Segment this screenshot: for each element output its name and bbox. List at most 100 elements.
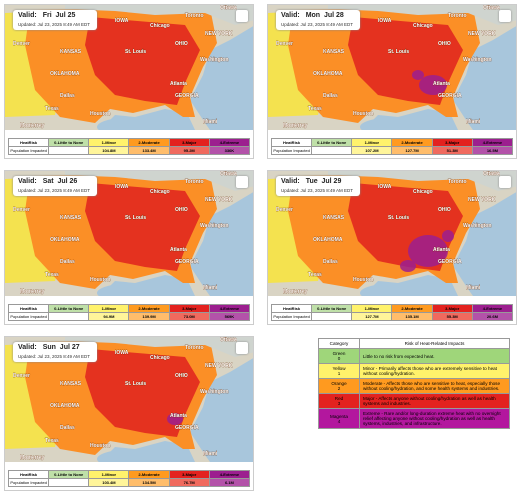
map-label: GEORGIA (438, 259, 462, 265)
blank-cell (311, 146, 353, 155)
layers-button[interactable] (499, 10, 511, 22)
population-value: 569K (208, 312, 251, 321)
map-label: Monterrey (20, 123, 44, 129)
map-label: OHIO (175, 41, 188, 47)
header-cell: 2-Moderate (391, 304, 433, 313)
header-cell: Risk of Heat-Related Impacts (359, 338, 510, 349)
map-label: Atlanta (170, 81, 187, 87)
legend-row: Magenta 4 Extreme - Rare and/or long-durat… (318, 408, 510, 429)
header-cell: HeatRisk (270, 138, 313, 147)
population-value: 103.4M (88, 478, 130, 487)
map-label: Washington (463, 223, 491, 229)
valid-label: Valid: (18, 344, 37, 351)
map-panel: NEBRASKAIOWAChicagoDenverKANSASSt. Louis… (267, 170, 517, 325)
population-value: 6.1M (208, 478, 251, 487)
valid-line: Valid: Sat Jul 26 (18, 178, 77, 185)
map-label: Toronto (185, 179, 204, 185)
legend-table: Category Risk of Heat-Related Impacts Gre… (318, 338, 510, 429)
population-value: 135.1M (391, 312, 433, 321)
header-cell: 4-Extreme (208, 470, 251, 479)
map-label: Chicago (150, 355, 170, 361)
map-label: GEORGIA (175, 259, 199, 265)
map-label: OHIO (175, 373, 188, 379)
map-label: Dallas (60, 93, 75, 99)
category-level: 4 (337, 418, 341, 424)
header-cell: 2-Moderate (128, 470, 170, 479)
valid-label: Valid: (281, 178, 300, 185)
map-label: Washington (463, 57, 491, 63)
canada (65, 337, 253, 357)
map-label: Toronto (448, 179, 467, 185)
map-label: St. Louis (125, 215, 146, 221)
heat-extreme (400, 260, 416, 272)
population-value: 133.4M (128, 146, 170, 155)
header-cell: 3-Major (168, 138, 210, 147)
header-cell: HeatRisk (7, 138, 50, 147)
risk-text: Major - Affects anyone without cooling/h… (359, 393, 510, 409)
heatrisk-table: HeatRisk 0-Little to None 1-Minor 2-Moderat… (270, 304, 514, 321)
legend-header: Category Risk of Heat-Related Impacts (318, 338, 510, 349)
header-row: HeatRisk 0-Little to None 1-Minor 2-Moderat… (7, 304, 251, 313)
header-cell: Category (318, 338, 360, 349)
valid-line: Valid: Mon Jul 28 (281, 12, 344, 19)
layers-button[interactable] (236, 176, 248, 188)
map-label: Houston (353, 111, 373, 117)
map-label: St. Louis (388, 49, 409, 55)
map-label: Houston (353, 277, 373, 283)
map-label: St. Louis (125, 49, 146, 55)
map-label: Toronto (448, 13, 467, 19)
map-label: GEORGIA (438, 93, 462, 99)
map-label: St. Louis (388, 215, 409, 221)
legend-row: Red 3 Major - Affects anyone without cooli… (318, 393, 510, 409)
heatrisk-table: HeatRisk 0-Little to None 1-Minor 2-Moderat… (270, 138, 514, 155)
canada (65, 171, 253, 191)
population-label: Population Impacted (7, 146, 50, 155)
layers-button[interactable] (499, 176, 511, 188)
category-cell: Red 3 (318, 393, 360, 409)
map-label: Toronto (185, 13, 204, 19)
layers-button[interactable] (236, 342, 248, 354)
map-label: NEW YORK (205, 197, 233, 203)
map: NEBRASKAIOWAChicagoDenverKANSASSt. Louis… (268, 5, 516, 158)
header-cell: 1-Minor (351, 138, 393, 147)
map-label: OKLAHOMA (313, 71, 343, 77)
map-label: Texas (308, 272, 322, 278)
header-cell: 4-Extreme (208, 304, 251, 313)
header-cell: 3-Major (431, 304, 473, 313)
population-value: 134.5M (128, 478, 170, 487)
map-label: Miami (203, 119, 218, 125)
heat-extreme (412, 70, 424, 80)
map-label: Denver (13, 41, 30, 47)
population-value: 55.3M (431, 312, 473, 321)
population-label: Population Impacted (270, 312, 313, 321)
heatrisk-table: HeatRisk 0-Little to None 1-Minor 2-Moderat… (7, 304, 251, 321)
map-label: Dallas (323, 259, 338, 265)
category-cell: Orange 2 (318, 378, 360, 394)
valid-label: Valid: (18, 178, 37, 185)
header-cell: 0-Little to None (311, 304, 353, 313)
valid-line: Valid: Tue Jul 29 (281, 178, 341, 185)
heat-major (85, 183, 200, 271)
map-label: Chicago (150, 189, 170, 195)
layers-button[interactable] (236, 10, 248, 22)
updated: Updated: Jul 23, 2025 8:49 AM EDT (18, 354, 91, 359)
category-level: 3 (337, 401, 341, 406)
map-label: Houston (90, 277, 110, 283)
category-name: Yellow (332, 366, 346, 371)
population-value: 76.7M (168, 478, 210, 487)
updated: Updated: Jul 23, 2025 8:49 AM EDT (281, 188, 354, 193)
map-label: St. Louis (125, 381, 146, 387)
map-label: Atlanta (433, 81, 450, 87)
map-label: IOWA (115, 350, 129, 356)
valid-day: Sun Jul 27 (42, 344, 80, 351)
population-row: Population Impacted 103.4M 134.5M 76.7M 6.1M (7, 478, 251, 487)
population-value: 127.7M (351, 312, 393, 321)
heatrisk-table: HeatRisk 0-Little to None 1-Minor 2-Moderat… (7, 470, 251, 487)
header-cell: 0-Little to None (48, 138, 90, 147)
updated: Updated: Jul 23, 2025 8:49 AM EDT (18, 188, 91, 193)
population-value: 51.3M (431, 146, 473, 155)
population-value: 73.0M (168, 312, 210, 321)
valid-box: Valid: Tue Jul 29 Updated: Jul 23, 2025 8:… (276, 176, 360, 196)
map-label: Atlanta (433, 247, 450, 253)
category-cell: Yellow 1 (318, 363, 360, 379)
